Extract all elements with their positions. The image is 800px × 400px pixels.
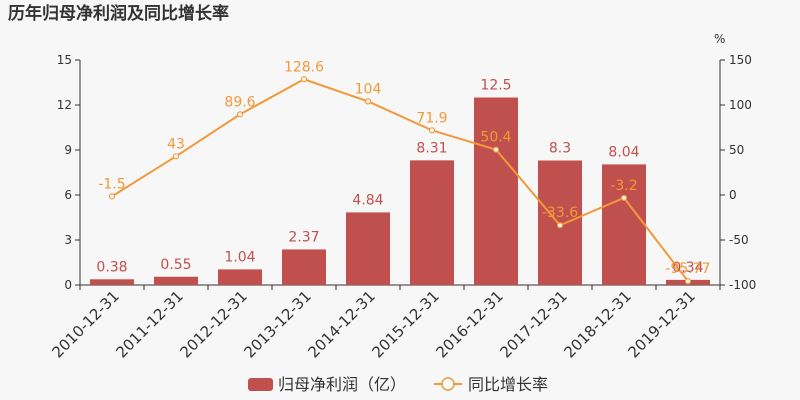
bar[interactable]: [218, 269, 262, 285]
legend-line-label[interactable]: 同比增长率: [468, 375, 548, 394]
x-tick-label: 2017-12-31: [496, 287, 570, 361]
y-right-tick-label: 150: [729, 53, 752, 67]
line-value-label: -33.6: [542, 205, 578, 221]
y-right-tick-label: -50: [729, 233, 749, 247]
x-tick-label: 2014-12-31: [304, 287, 378, 361]
growth-line: [111, 78, 689, 282]
line-value-label: 89.6: [224, 94, 255, 110]
x-tick-label: 2011-12-31: [112, 287, 186, 361]
x-tick-label: 2016-12-31: [432, 287, 506, 361]
bar-value-label: 1.04: [224, 249, 255, 265]
line-point[interactable]: [236, 111, 244, 118]
bar-value-label: 8.31: [416, 140, 447, 156]
bar-value-label: 12.5: [480, 78, 511, 94]
line-value-label: 128.6: [284, 59, 324, 75]
bar-value-label: 0.38: [96, 259, 127, 275]
bar[interactable]: [154, 276, 198, 285]
line-point[interactable]: [620, 194, 628, 201]
bar-value-label: 2.37: [288, 229, 319, 245]
bar-value-label: 0.34: [672, 260, 703, 276]
x-tick-label: 2015-12-31: [368, 287, 442, 361]
y-left-tick-label: 6: [64, 188, 72, 202]
line-point[interactable]: [556, 222, 564, 229]
legend-bar-label[interactable]: 归母净利润（亿）: [278, 375, 406, 394]
y-left-tick-label: 0: [64, 278, 72, 292]
line-point[interactable]: [492, 146, 500, 153]
y-right-tick-label: 100: [729, 98, 752, 112]
y-right-tick-label: -100: [729, 278, 756, 292]
x-tick-label: 2019-12-31: [624, 287, 698, 361]
bar[interactable]: [602, 164, 646, 285]
x-tick-label: 2010-12-31: [48, 287, 122, 361]
y-left-tick-label: 12: [57, 98, 72, 112]
line-value-label: 104: [355, 81, 382, 97]
bar[interactable]: [282, 249, 326, 285]
x-tick-label: 2018-12-31: [560, 287, 634, 361]
line-value-label: -3.2: [610, 178, 637, 194]
x-tick-label: 2013-12-31: [240, 287, 314, 361]
line-value-label: 50.4: [480, 130, 511, 146]
y-left-tick-label: 9: [64, 143, 72, 157]
y-right-tick-label: 0: [729, 188, 737, 202]
line-point[interactable]: [428, 127, 436, 134]
line-value-label: 43: [167, 136, 185, 152]
y-left-tick-label: 15: [57, 53, 72, 67]
x-tick-label: 2012-12-31: [176, 287, 250, 361]
bar-value-label: 8.04: [608, 144, 639, 160]
chart-title: 历年归母净利润及同比增长率: [8, 3, 229, 24]
line-point[interactable]: [172, 153, 180, 160]
y-left-tick-label: 3: [64, 233, 72, 247]
bar-value-label: 8.3: [549, 141, 571, 157]
bar-value-label: 4.84: [352, 192, 383, 208]
bars: [90, 97, 710, 286]
line-value-label: -95.77: [665, 261, 710, 277]
y-right-tick-label: 50: [729, 143, 744, 157]
line-point[interactable]: [300, 76, 308, 83]
axes: 0 3 6 9 12 15 -100 -50 0 50 100 150% 2010-12-312011-…: [48, 32, 756, 361]
line-value-label: -1.5: [98, 176, 125, 192]
bar[interactable]: [474, 97, 518, 286]
bar[interactable]: [346, 212, 390, 285]
line-series: [108, 76, 692, 285]
y-right-unit: %: [714, 32, 725, 46]
line-point[interactable]: [364, 98, 372, 105]
legend[interactable]: 归母净利润（亿） 同比增长率: [248, 375, 548, 394]
line-point[interactable]: [108, 193, 116, 200]
bar[interactable]: [90, 279, 134, 285]
bar-value-label: 0.55: [160, 257, 191, 273]
line-value-label: 71.9: [416, 110, 447, 126]
bar[interactable]: [410, 160, 454, 285]
legend-line-marker: [441, 377, 455, 391]
line-point[interactable]: [684, 278, 692, 285]
legend-bar-swatch[interactable]: [248, 378, 273, 391]
